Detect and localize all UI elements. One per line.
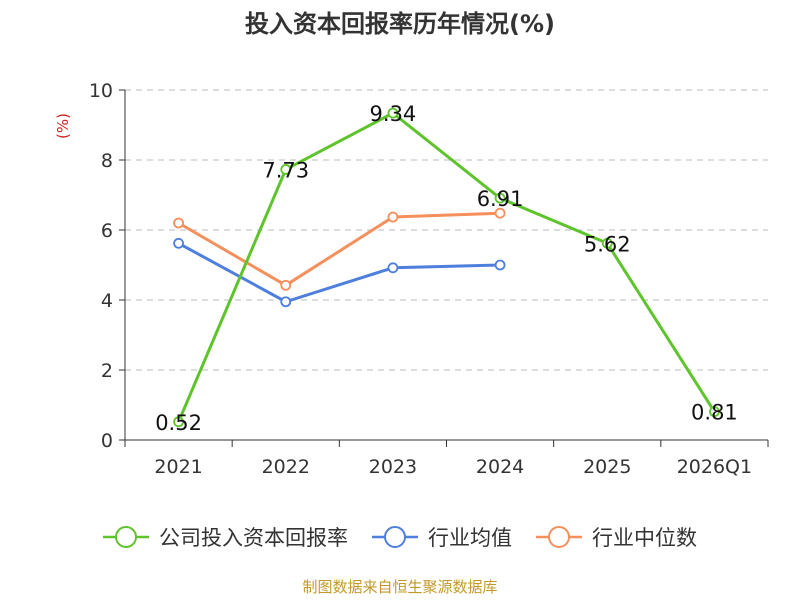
legend: 公司投入资本回报率 行业均值 行业中位数	[103, 526, 697, 550]
y-tick-label: 6	[101, 220, 113, 242]
data-label: 6.91	[477, 187, 524, 211]
legend-marker	[115, 526, 137, 548]
y-tick-label: 4	[101, 290, 113, 312]
y-tick-label: 0	[101, 430, 113, 452]
source-note: 制图数据来自恒生聚源数据库	[302, 578, 497, 596]
series-line	[177, 111, 716, 424]
data-label: 9.34	[370, 102, 417, 126]
x-tick-label: 2024	[476, 456, 524, 478]
x-tick-label: 2025	[583, 456, 631, 478]
series-line	[177, 211, 502, 287]
chart-title: 投入资本回报率历年情况(%)	[245, 10, 555, 38]
y-axis-label: (%)	[54, 113, 72, 139]
data-point	[494, 192, 506, 204]
legend-label: 公司投入资本回报率	[159, 526, 348, 550]
data-point	[173, 416, 184, 428]
data-point	[709, 406, 720, 418]
x-tick-label: 2026Q1	[677, 456, 752, 478]
legend-item[interactable]: 行业均值	[372, 526, 512, 550]
data-point	[280, 164, 292, 175]
data-point	[601, 237, 613, 249]
legend-label: 行业均值	[428, 526, 512, 550]
legend-marker	[384, 526, 406, 548]
series-line	[177, 241, 502, 304]
data-point	[387, 262, 399, 274]
data-label: 5.62	[584, 232, 631, 256]
data-point	[280, 279, 292, 291]
data-point	[280, 296, 292, 308]
data-labels: 0.52 7.73 9.34 6.91 5.62 0.81	[155, 102, 738, 435]
x-tick-label: 2021	[154, 456, 202, 478]
data-label: 0.52	[155, 411, 202, 435]
y-tick-label: 8	[101, 150, 113, 172]
y-tick-label: 10	[89, 80, 113, 102]
series-lines	[173, 107, 720, 428]
data-point	[494, 207, 506, 219]
data-point	[173, 217, 184, 229]
grid-lines	[125, 89, 768, 371]
y-tick-label: 2	[101, 360, 113, 382]
x-tick-label: 2022	[262, 456, 310, 478]
data-point	[494, 259, 506, 271]
legend-label: 行业中位数	[592, 526, 697, 550]
legend-item[interactable]: 公司投入资本回报率	[103, 526, 348, 550]
data-label: 7.73	[262, 158, 309, 182]
data-label: 0.81	[691, 401, 738, 425]
x-tick-label: 2023	[369, 456, 417, 478]
data-point	[387, 107, 399, 119]
data-point	[173, 237, 184, 249]
data-point	[387, 211, 399, 223]
legend-marker	[548, 526, 570, 548]
axes: 0 2 4 6 8 10 2021 2022 2023 2024 2025 2026Q1	[89, 80, 769, 478]
legend-item[interactable]: 行业中位数	[536, 526, 697, 550]
